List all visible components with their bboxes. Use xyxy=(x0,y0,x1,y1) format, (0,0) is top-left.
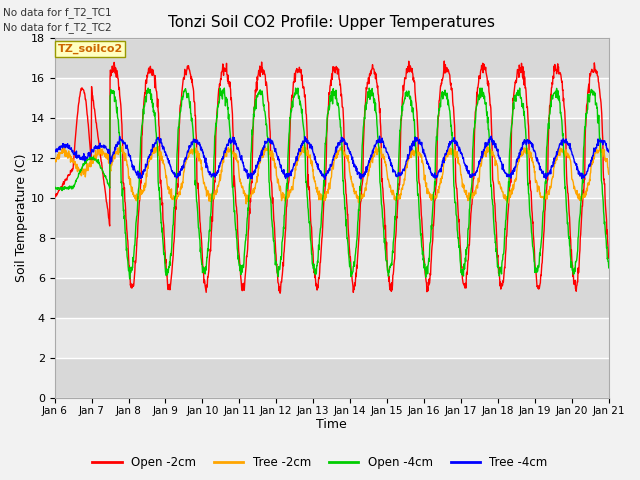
Bar xyxy=(54,318,609,358)
Open -2cm xyxy=(367,71,374,77)
Tree -2cm xyxy=(286,187,294,193)
Open -2cm xyxy=(116,96,124,101)
Tree -4cm xyxy=(367,156,374,162)
Tree -4cm xyxy=(307,143,315,149)
Bar xyxy=(54,158,609,198)
Tree -2cm xyxy=(243,201,250,207)
Open -4cm xyxy=(605,265,612,271)
Open -4cm xyxy=(116,139,124,145)
Open -4cm xyxy=(93,160,101,166)
Open -2cm xyxy=(286,123,294,129)
Open -4cm xyxy=(144,85,152,91)
X-axis label: Time: Time xyxy=(316,419,347,432)
Bar xyxy=(54,238,609,278)
Bar xyxy=(54,358,609,398)
Tree -4cm xyxy=(93,144,101,149)
Text: No data for f_T2_TC2: No data for f_T2_TC2 xyxy=(3,22,112,33)
Open -2cm xyxy=(276,290,284,296)
Legend: Open -2cm, Tree -2cm, Open -4cm, Tree -4cm: Open -2cm, Tree -2cm, Open -4cm, Tree -4… xyxy=(88,452,552,474)
Tree -4cm xyxy=(286,171,294,177)
Bar xyxy=(54,118,609,158)
Open -4cm xyxy=(298,106,306,112)
Bar xyxy=(54,278,609,318)
Tree -4cm xyxy=(298,144,305,150)
Tree -2cm xyxy=(308,163,316,169)
Open -2cm xyxy=(605,255,612,261)
Open -2cm xyxy=(51,193,58,199)
Tree -2cm xyxy=(93,150,101,156)
Open -2cm xyxy=(93,130,101,135)
Open -4cm xyxy=(308,251,316,257)
Bar xyxy=(54,78,609,118)
Tree -4cm xyxy=(487,133,495,139)
Y-axis label: Soil Temperature (C): Soil Temperature (C) xyxy=(15,154,28,282)
Line: Open -2cm: Open -2cm xyxy=(54,61,609,293)
Bar xyxy=(54,198,609,238)
Open -2cm xyxy=(298,78,305,84)
Tree -2cm xyxy=(298,149,305,155)
Tree -2cm xyxy=(299,142,307,148)
Tree -4cm xyxy=(116,137,124,143)
Text: No data for f_T2_TC1: No data for f_T2_TC1 xyxy=(3,7,112,18)
Tree -2cm xyxy=(367,156,374,162)
Line: Open -4cm: Open -4cm xyxy=(54,88,609,279)
Open -4cm xyxy=(126,276,134,282)
Tree -4cm xyxy=(321,177,329,182)
Open -2cm xyxy=(308,225,316,230)
Tree -2cm xyxy=(116,147,124,153)
Open -4cm xyxy=(287,115,294,121)
Title: Tonzi Soil CO2 Profile: Upper Temperatures: Tonzi Soil CO2 Profile: Upper Temperatur… xyxy=(168,15,495,30)
Tree -4cm xyxy=(605,149,612,155)
Open -2cm xyxy=(440,58,448,64)
Open -4cm xyxy=(367,91,374,96)
Bar xyxy=(54,38,609,78)
Text: TZ_soilco2: TZ_soilco2 xyxy=(58,44,123,54)
Line: Tree -4cm: Tree -4cm xyxy=(54,136,609,180)
Open -4cm xyxy=(51,184,58,190)
Tree -2cm xyxy=(605,171,612,177)
Line: Tree -2cm: Tree -2cm xyxy=(54,145,609,204)
Tree -2cm xyxy=(51,159,58,165)
Tree -4cm xyxy=(51,147,58,153)
